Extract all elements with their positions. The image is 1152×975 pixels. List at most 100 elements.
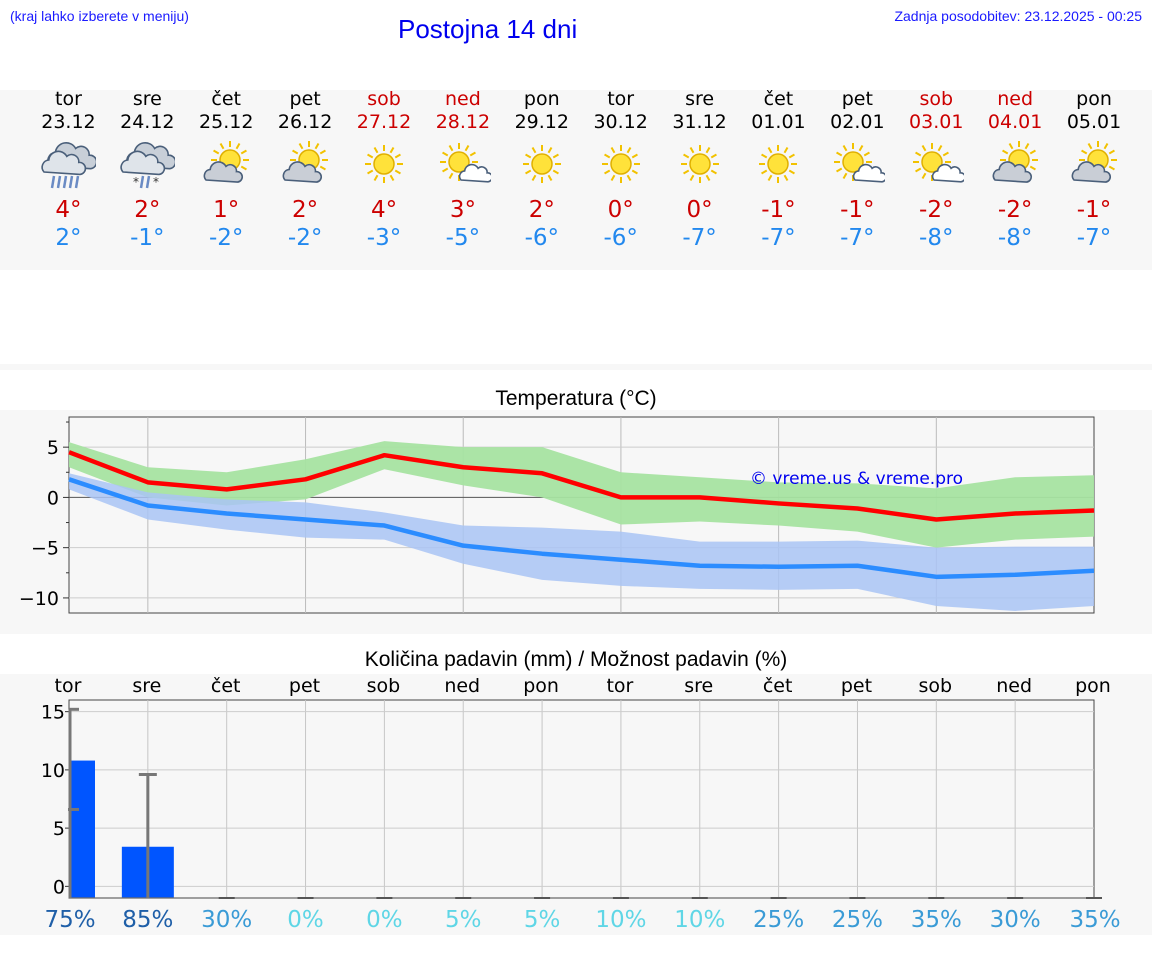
x-tick-label: pet	[289, 675, 320, 697]
temp-chart-title: Temperatura (°C)	[495, 387, 657, 410]
svg-text:*: *	[133, 175, 139, 189]
day-date: 26.12	[277, 111, 333, 133]
day-min-temp: -7°	[682, 225, 717, 251]
min-temp-line	[68, 477, 1095, 580]
day-column: pet 26.12 2° -2°	[266, 88, 345, 268]
day-min-temp: -8°	[919, 225, 954, 251]
x-tick-label: sre	[132, 675, 161, 697]
divider	[0, 364, 1152, 370]
day-min-temp: -7°	[761, 225, 796, 251]
day-min-temp: -7°	[840, 225, 875, 251]
y-tick-label: 10	[41, 760, 65, 782]
precip-probability: 5%	[524, 907, 561, 933]
sun-icon	[522, 145, 561, 183]
day-weekday: sre	[132, 88, 162, 110]
temp-chart: 5 0 −5 −10 © vreme.us & vreme.pro	[19, 416, 1095, 614]
sun-small-cloud-icon	[439, 143, 491, 183]
precip-probability: 30%	[201, 907, 252, 933]
precip-probability: 85%	[122, 907, 173, 933]
last-update: Zadnja posodobitev: 23.12.2025 - 00:25	[894, 8, 1142, 24]
sun-icon	[680, 145, 719, 183]
day-column: ned 28.12 3° -5°	[423, 88, 502, 268]
x-tick-label: pon	[523, 675, 559, 697]
day-max-temp: 2°	[528, 197, 555, 223]
rain-cloud-icon	[41, 142, 97, 189]
day-date: 23.12	[41, 111, 96, 133]
min-range-band	[69, 473, 1094, 611]
y-tick-label: 0	[47, 487, 59, 509]
x-tick-label: pon	[1075, 675, 1111, 697]
day-weekday: pon	[1076, 88, 1112, 110]
day-column: pet 02.01 -1° -7°	[818, 88, 897, 268]
precip-chart-title: Količina padavin (mm) / Možnost padavin …	[364, 648, 788, 671]
precip-bar	[69, 760, 95, 898]
precip-probability: 10%	[595, 907, 646, 933]
x-tick-label: čet	[763, 675, 793, 697]
day-min-temp: -6°	[524, 225, 559, 251]
sun-icon	[759, 145, 798, 183]
day-date: 25.12	[199, 111, 254, 133]
precip-probability: 10%	[674, 907, 725, 933]
x-tick-label: pet	[841, 675, 872, 697]
day-column: pon 29.12 2° -6°	[502, 88, 581, 268]
precip-probability: 75%	[44, 907, 95, 933]
day-date: 31.12	[672, 111, 727, 133]
day-weekday: ned	[445, 88, 481, 110]
day-weekday: sre	[685, 88, 715, 110]
day-column: tor 30.12 0° -6°	[581, 88, 660, 268]
day-max-temp: 3°	[449, 197, 476, 223]
y-tick-label: 0	[53, 876, 65, 898]
precip-probability: 0%	[366, 907, 403, 933]
sleet-cloud-icon: * *	[120, 142, 176, 189]
day-column: sob 03.01 -2° -8°	[897, 88, 976, 268]
sun-cloud-icon	[203, 141, 250, 183]
sun-cloud-icon	[1071, 141, 1118, 183]
day-weekday: pet	[289, 88, 321, 110]
day-max-temp: -2°	[919, 197, 954, 223]
x-tick-label: čet	[211, 675, 241, 697]
day-min-temp: -1°	[130, 225, 165, 251]
y-tick-label: 5	[47, 437, 59, 459]
day-weekday: tor	[607, 88, 635, 110]
day-min-temp: -3°	[366, 225, 402, 251]
day-column: tor 23.12 4° 2°	[29, 88, 108, 268]
day-max-temp: -1°	[761, 197, 796, 223]
sun-small-cloud-icon	[834, 143, 886, 183]
day-weekday: sob	[919, 88, 954, 110]
chart-watermark: © vreme.us & vreme.pro	[750, 469, 963, 489]
day-column: sre 24.12 * * 2° -1°	[108, 88, 187, 268]
day-weekday: čet	[211, 88, 242, 110]
y-tick-label: 5	[53, 818, 65, 840]
day-max-temp: -1°	[1076, 197, 1112, 223]
day-weekday: ned	[997, 88, 1034, 110]
precip-probability: 5%	[445, 907, 482, 933]
day-date: 30.12	[593, 111, 648, 133]
x-tick-label: ned	[444, 675, 480, 697]
sun-cloud-icon	[992, 141, 1039, 183]
precip-probability: 35%	[1069, 907, 1120, 933]
y-tick-label: −10	[19, 588, 59, 610]
sun-icon	[365, 145, 403, 183]
day-min-temp: -7°	[1076, 225, 1112, 251]
day-max-temp: 0°	[607, 197, 634, 223]
day-weekday: pon	[523, 88, 560, 110]
day-column: sob 27.12 4° -3°	[345, 88, 424, 268]
day-date: 02.01	[830, 111, 885, 133]
day-max-temp: 2°	[292, 197, 319, 223]
day-date: 01.01	[751, 111, 806, 133]
day-max-temp: 2°	[134, 197, 161, 223]
day-date: 28.12	[435, 111, 491, 133]
sun-icon	[601, 145, 640, 183]
day-date: 03.01	[909, 111, 964, 133]
day-max-temp: 4°	[55, 197, 82, 223]
day-weekday: tor	[55, 88, 82, 110]
day-column: pon 05.01 -1° -7°	[1055, 88, 1134, 268]
x-tick-label: sob	[919, 675, 953, 697]
x-tick-label: ned	[996, 675, 1032, 697]
day-max-temp: -1°	[840, 197, 875, 223]
forecast-days: tor 23.12 4° 2° sre 24.12 * * 2° -1° čet 25.12 1° -2°…	[29, 88, 1134, 268]
x-tick-label: tor	[606, 675, 633, 697]
page-title[interactable]: Postojna 14 dni	[398, 14, 578, 44]
precip-chart: 0 5 10 15 tor sre čet pet sob ned pon tor sre čet pet s…	[41, 675, 1121, 933]
day-min-temp: -6°	[603, 225, 638, 251]
